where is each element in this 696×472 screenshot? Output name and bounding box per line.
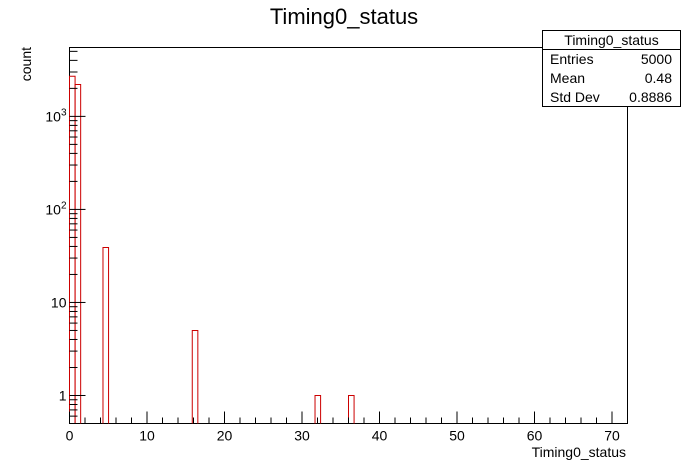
- stats-mean-value: 0.48: [644, 70, 672, 86]
- stats-row-entries: Entries 5000: [543, 50, 680, 69]
- stats-stddev-value: 0.8886: [629, 89, 672, 105]
- stats-mean-label: Mean: [550, 70, 586, 86]
- histogram-bin: [74, 84, 82, 424]
- histogram-bins: [69, 75, 355, 424]
- histogram-bin: [69, 75, 76, 424]
- x-axis-label: Timing0_status: [532, 444, 626, 460]
- x-axis-ticks: 0 10 20 30 40 50 60 70: [66, 411, 628, 444]
- y-tick-label: 103: [45, 107, 67, 124]
- x-tick-label: 70: [604, 428, 620, 444]
- x-tick-label: 50: [449, 428, 465, 444]
- stats-row-mean: Mean 0.48: [543, 69, 680, 88]
- histogram-bin: [348, 394, 355, 424]
- y-tick-label: 10: [51, 294, 67, 310]
- x-tick-label: 60: [527, 428, 543, 444]
- x-tick-label: 10: [139, 428, 155, 444]
- x-tick-label: 40: [372, 428, 388, 444]
- stats-title: Timing0_status: [543, 31, 680, 50]
- stats-entries-value: 5000: [640, 51, 672, 67]
- stats-stddev-label: Std Dev: [550, 89, 600, 105]
- x-tick-label: 30: [294, 428, 310, 444]
- x-tick-label: 20: [217, 428, 233, 444]
- x-tick-label: 0: [66, 428, 74, 444]
- stats-entries-label: Entries: [550, 51, 594, 67]
- y-tick-label: 1: [59, 387, 67, 403]
- chart-title: Timing0_status: [270, 4, 418, 29]
- y-axis-label: count: [18, 47, 34, 81]
- y-axis-ticks: 1 10 102 103: [45, 50, 86, 424]
- stats-row-stddev: Std Dev 0.8886: [543, 88, 680, 107]
- histogram-bin: [191, 329, 199, 424]
- y-tick-label: 102: [45, 200, 67, 217]
- histogram-bin: [314, 394, 322, 424]
- histogram-bin: [102, 246, 110, 424]
- stats-box: Timing0_status Entries 5000 Mean 0.48 St…: [542, 30, 681, 107]
